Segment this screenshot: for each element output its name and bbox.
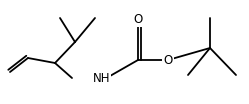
Text: O: O (133, 13, 143, 26)
Text: O: O (163, 53, 173, 66)
Text: NH: NH (93, 72, 111, 84)
